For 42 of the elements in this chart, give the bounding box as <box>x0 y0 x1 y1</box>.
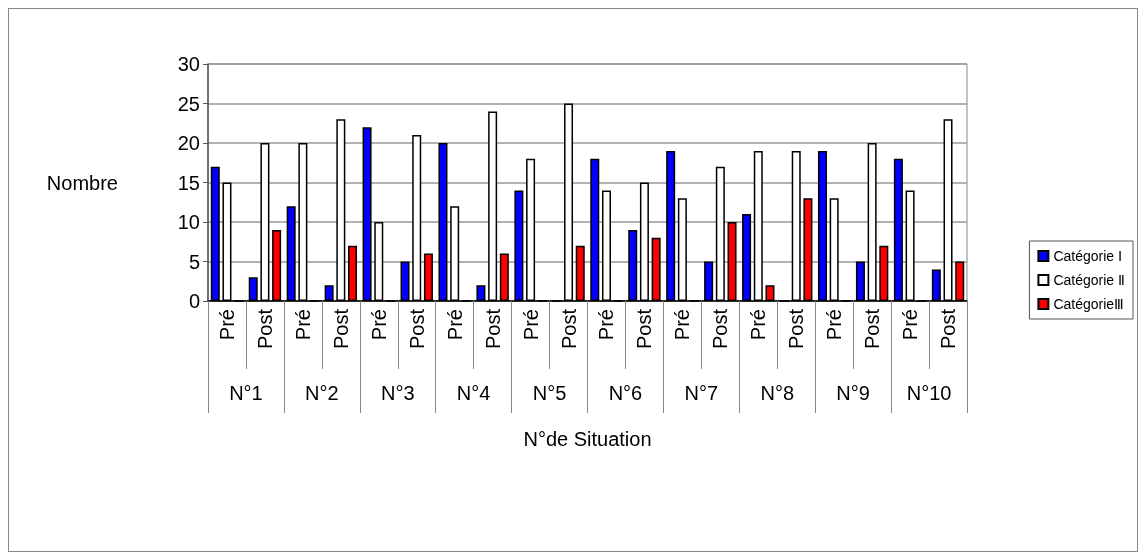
x-tick-label: Post <box>709 308 732 350</box>
x-tick-label: Pré <box>443 309 466 341</box>
text: N°9 <box>836 382 870 404</box>
y-tick-label: 10 <box>177 211 200 233</box>
x-tick-label: Post <box>785 308 808 350</box>
y-tick-label: 30 <box>177 53 200 75</box>
y-tick-label: 0 <box>188 290 200 312</box>
text: N°4 <box>456 382 491 404</box>
x-tick-label: Post <box>329 308 352 350</box>
x-axis-title: N°de Situation <box>523 428 652 450</box>
x-tick-label: Pré <box>747 309 770 341</box>
y-tick-label: 20 <box>177 132 200 154</box>
text: N°8 <box>760 382 795 404</box>
y-tick-label: 5 <box>188 250 200 273</box>
legend-label: CatégorieⅢ <box>1053 296 1125 312</box>
x-tick-label: Pré <box>291 309 314 341</box>
legend-label: Catégorie Ⅰ <box>1053 248 1122 264</box>
text: N°7 <box>684 382 719 404</box>
x-tick-label: Post <box>557 308 580 350</box>
y-tick-label: 25 <box>177 92 200 115</box>
x-tick-label: Post <box>481 308 504 350</box>
x-tick-label: Pré <box>519 309 542 341</box>
text: N°2 <box>305 382 339 404</box>
x-tick-label: Post <box>253 308 276 350</box>
legend-label: Catégorie Ⅱ <box>1053 272 1125 288</box>
y-tick-label: 15 <box>177 171 200 194</box>
x-tick-label: Pré <box>595 309 618 341</box>
x-tick-label: Post <box>861 308 884 350</box>
x-tick-label: Pré <box>823 309 846 341</box>
text: N°3 <box>380 382 415 404</box>
x-tick-label: Post <box>633 308 656 350</box>
x-tick-label: Post <box>405 308 428 350</box>
x-tick-label: Pré <box>899 309 922 341</box>
x-tick-label: Pré <box>671 309 694 341</box>
text: N°1 <box>229 382 263 404</box>
text: N°6 <box>608 382 643 404</box>
y-axis-title: Nombre <box>46 171 118 194</box>
text: N°5 <box>532 382 567 404</box>
x-tick-label: Post <box>937 308 960 350</box>
text: N°10 <box>906 382 952 404</box>
x-tick-label: Pré <box>367 309 390 341</box>
x-tick-label: Pré <box>215 309 238 341</box>
